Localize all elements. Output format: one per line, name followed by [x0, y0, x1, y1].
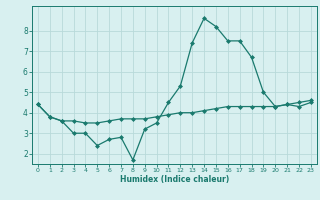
X-axis label: Humidex (Indice chaleur): Humidex (Indice chaleur): [120, 175, 229, 184]
